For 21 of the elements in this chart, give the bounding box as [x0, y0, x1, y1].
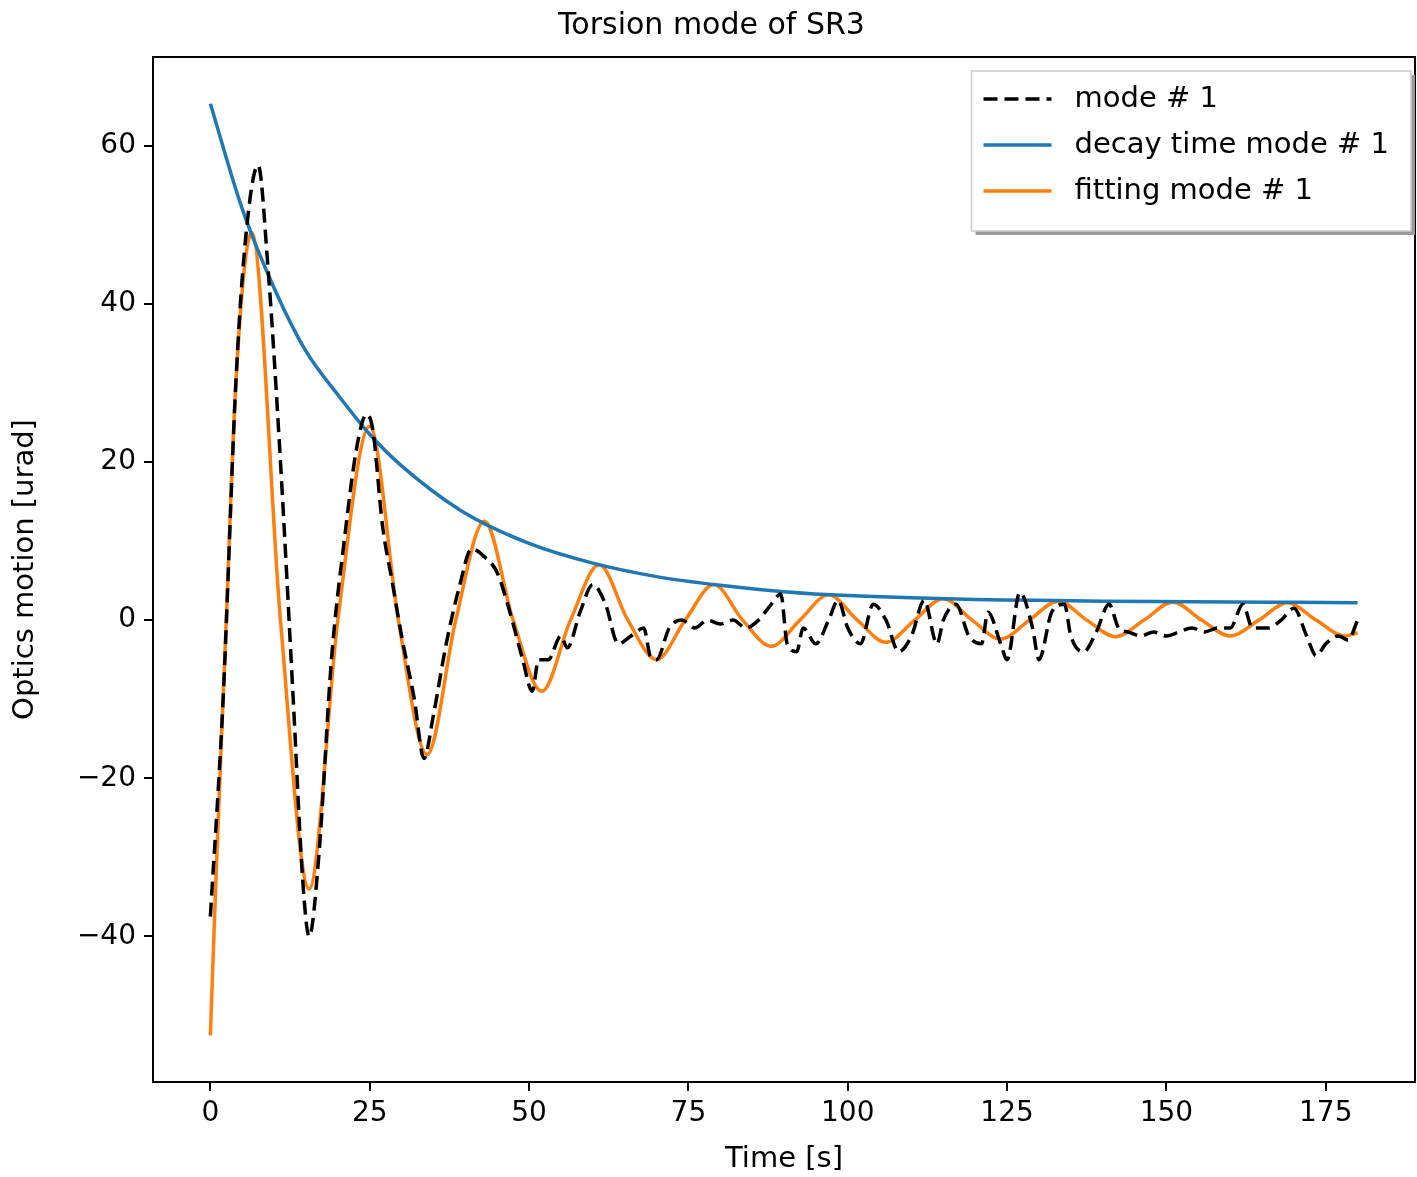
y-tick-label: −20 [76, 759, 136, 793]
y-axis-title: Optics motion [urad] [5, 419, 40, 720]
y-tick-label: 40 [100, 285, 136, 319]
x-axis-title: Time [s] [724, 1140, 843, 1175]
legend-label: decay time mode # 1 [1074, 125, 1389, 160]
x-tick-label: 25 [351, 1095, 388, 1129]
legend-label: fitting mode # 1 [1074, 171, 1313, 206]
y-tick-label: 0 [118, 601, 136, 635]
x-tick-label: 150 [1139, 1095, 1194, 1129]
x-tick-label: 75 [670, 1095, 707, 1129]
legend-label: mode # 1 [1074, 79, 1218, 114]
x-tick-label: 50 [511, 1095, 547, 1129]
x-tick-label: 175 [1299, 1095, 1353, 1129]
y-tick-label: 20 [100, 443, 136, 477]
line-series [208, 163, 1360, 939]
chart-title: Torsion mode of SR3 [557, 5, 865, 41]
y-tick-label: 60 [100, 126, 136, 160]
x-tick-label: 125 [980, 1095, 1034, 1129]
x-tick-label: 0 [201, 1095, 220, 1129]
y-tick-label: −40 [76, 917, 136, 951]
x-tick-label: 100 [821, 1095, 875, 1129]
